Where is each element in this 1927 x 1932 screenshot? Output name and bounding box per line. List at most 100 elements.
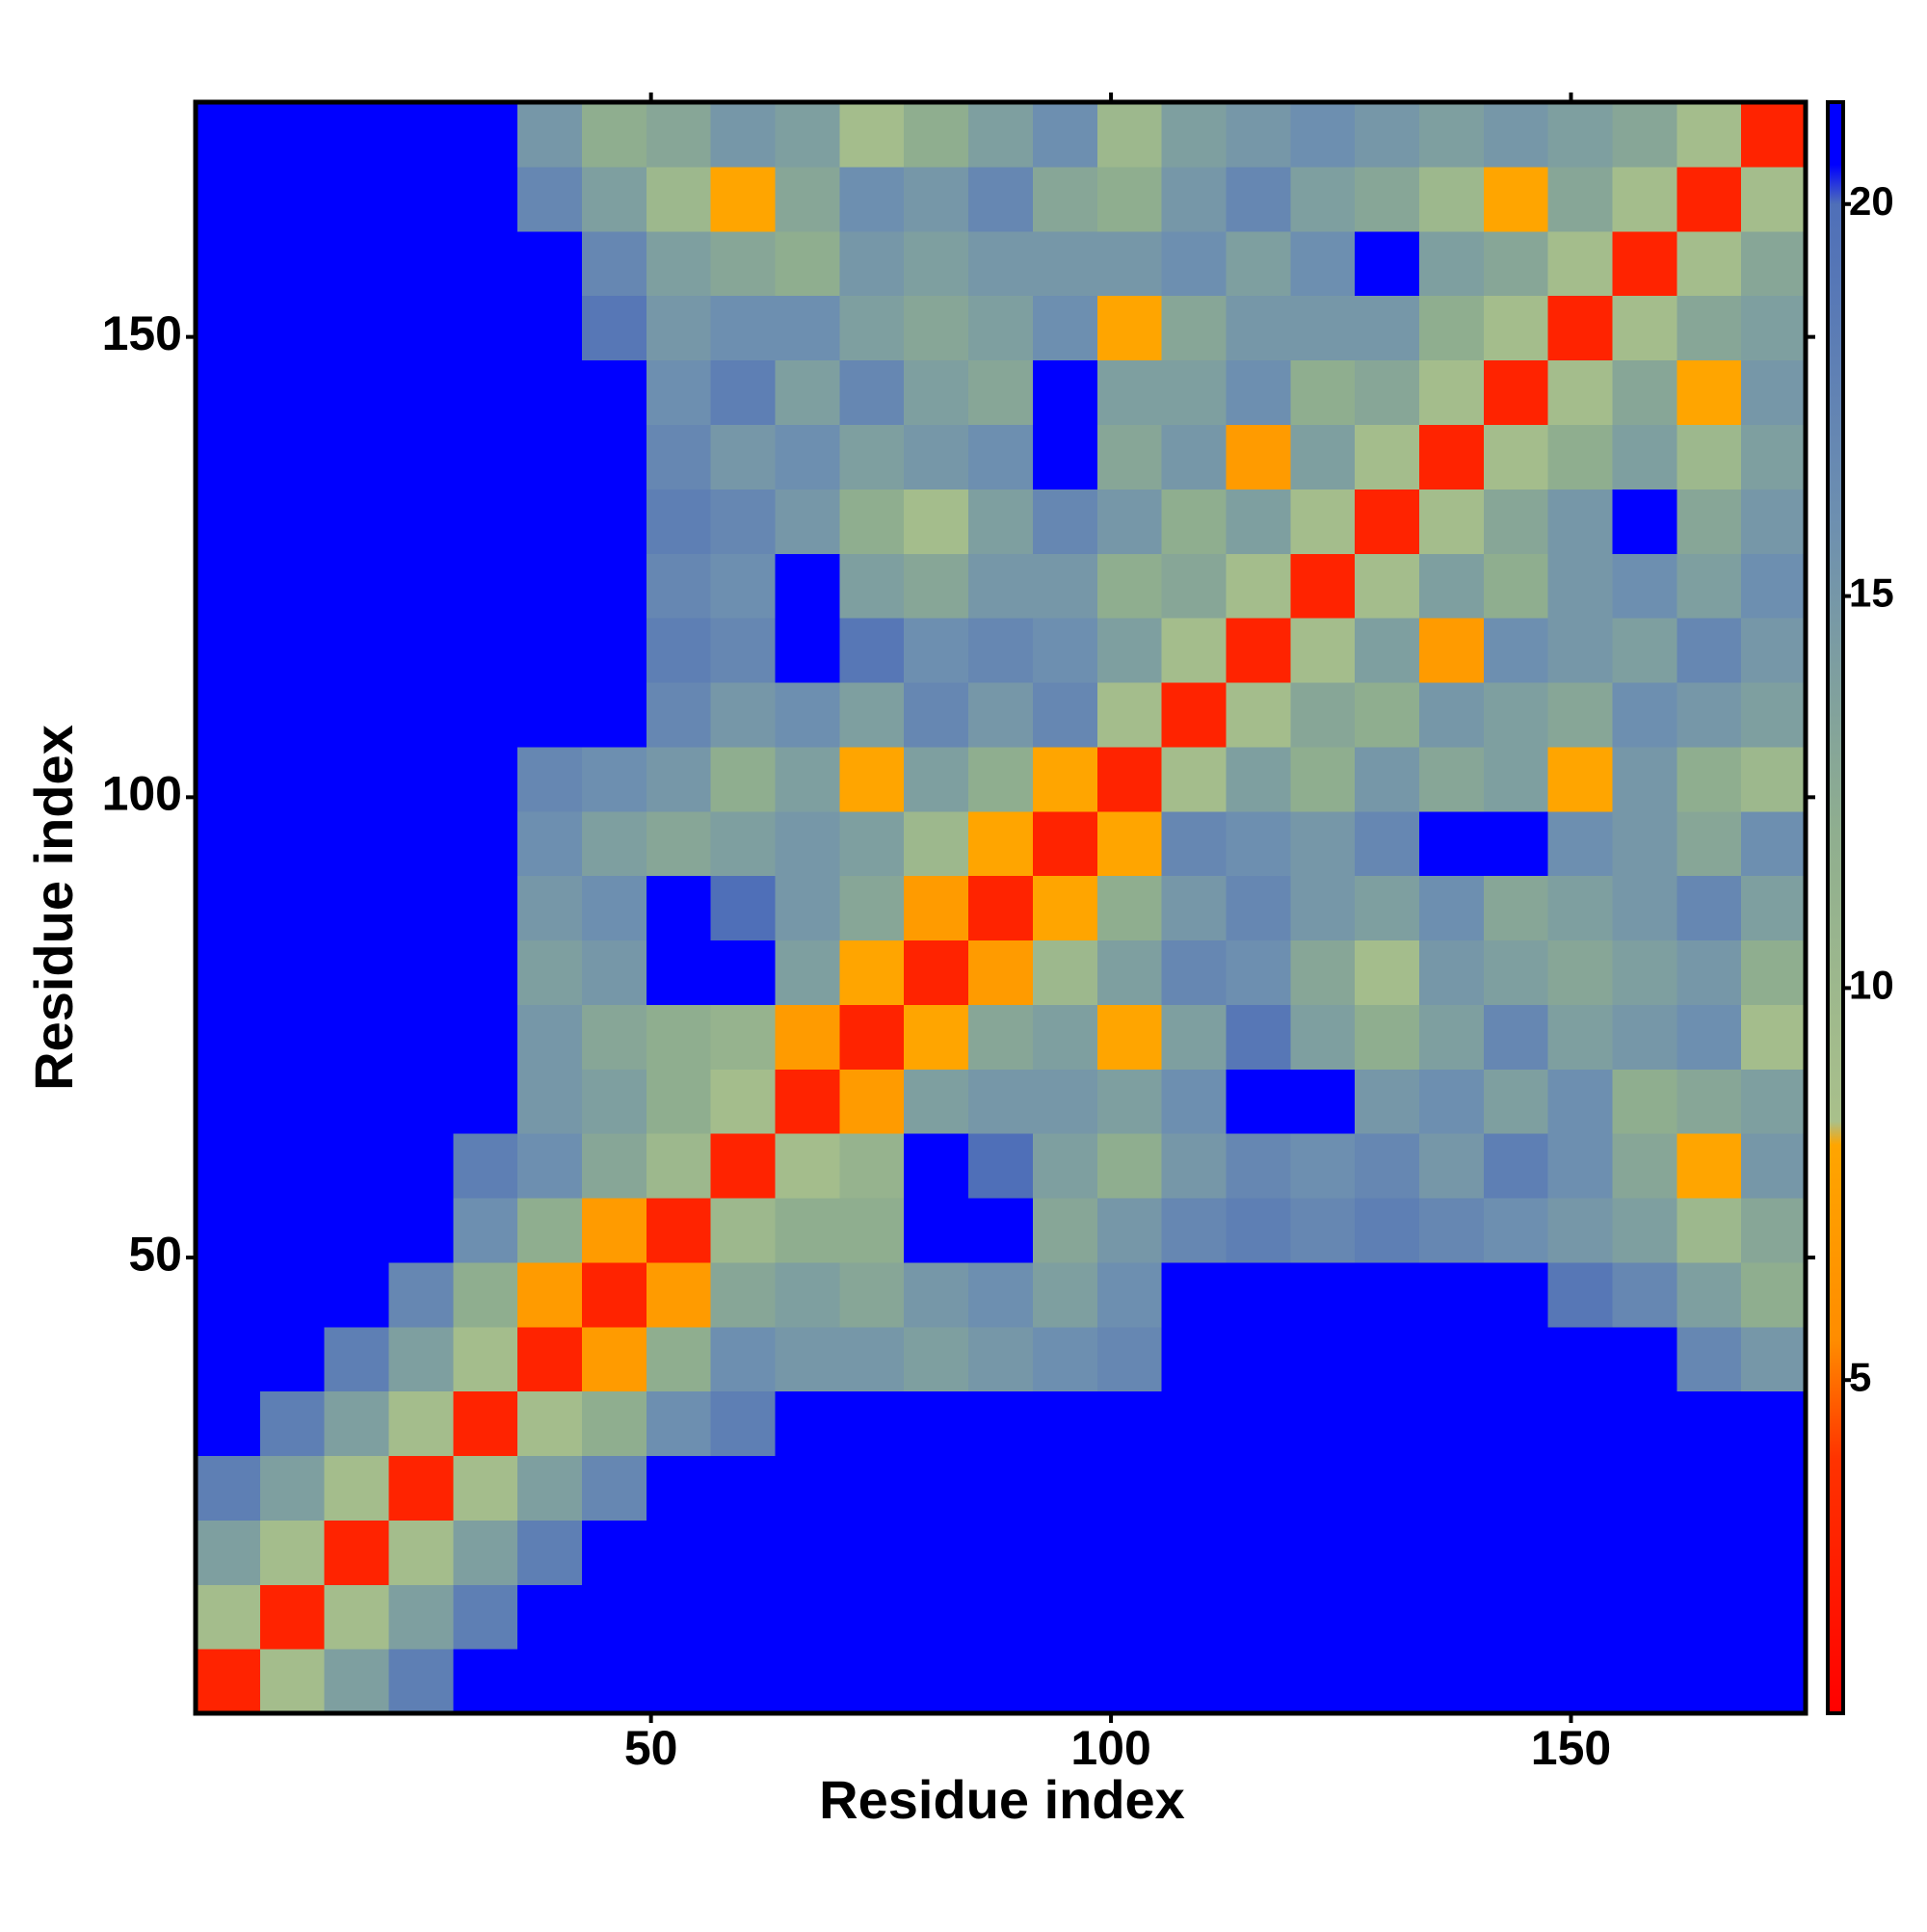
heatmap-cell — [1612, 1069, 1677, 1134]
heatmap-cell — [1290, 1584, 1356, 1650]
heatmap-cell — [1355, 618, 1420, 683]
heatmap-cell — [839, 1455, 905, 1521]
heatmap-cell — [196, 102, 261, 168]
heatmap-cell — [968, 810, 1034, 877]
heatmap-cell — [1355, 746, 1420, 812]
heatmap-cell — [1096, 1133, 1163, 1199]
heatmap-cell — [1032, 1390, 1098, 1457]
heatmap-cell — [1161, 1326, 1227, 1392]
heatmap-cell — [775, 810, 840, 877]
heatmap-cell — [1032, 1004, 1098, 1070]
heatmap-cell — [582, 230, 647, 297]
heatmap-cell — [775, 681, 840, 748]
heatmap-cell — [453, 102, 518, 168]
heatmap-cell — [1355, 1004, 1420, 1070]
heatmap-cell — [196, 1197, 261, 1263]
heatmap-cell — [1096, 424, 1163, 490]
heatmap-cell — [1161, 1261, 1227, 1328]
heatmap-cell — [1161, 553, 1227, 619]
heatmap-cell — [453, 746, 518, 812]
heatmap-cell — [517, 489, 583, 554]
heatmap-cell — [1355, 1069, 1420, 1134]
heatmap-cell — [839, 1584, 905, 1650]
heatmap-cell — [196, 1261, 261, 1328]
heatmap-cell — [1161, 940, 1227, 1005]
heatmap-cell — [196, 1455, 261, 1521]
heatmap-cell — [1418, 295, 1485, 361]
heatmap-cell — [324, 1004, 390, 1070]
heatmap-cell — [1096, 166, 1163, 232]
heatmap-cell — [1612, 875, 1677, 941]
heatmap-cell — [1418, 875, 1485, 941]
heatmap-cell — [710, 1455, 777, 1521]
heatmap-cell — [775, 1390, 840, 1457]
heatmap-cell — [1355, 553, 1420, 619]
heatmap-cell — [710, 1261, 777, 1328]
colorbar-tick-label: 15 — [1849, 570, 1894, 616]
heatmap-cell — [1483, 1133, 1549, 1199]
heatmap-cell — [1547, 810, 1614, 877]
heatmap-cell — [324, 1197, 390, 1263]
heatmap-cell — [839, 875, 905, 941]
heatmap-cell — [259, 553, 326, 619]
heatmap-cell — [324, 618, 390, 683]
heatmap-cell — [517, 618, 583, 683]
heatmap-cell — [1483, 102, 1549, 168]
heatmap-cell — [259, 295, 326, 361]
heatmap-cell — [1483, 1584, 1549, 1650]
heatmap-cell — [517, 1261, 583, 1328]
heatmap-cell — [1741, 1326, 1807, 1392]
heatmap-cell — [324, 489, 390, 554]
heatmap-cell — [1290, 810, 1356, 877]
heatmap-cell — [1096, 230, 1163, 297]
heatmap-cell — [968, 1261, 1034, 1328]
heatmap-cell — [646, 424, 712, 490]
heatmap-cell — [259, 102, 326, 168]
heatmap-cell — [1741, 1197, 1807, 1263]
heatmap-cell — [1161, 230, 1227, 297]
heatmap-cell — [259, 424, 326, 490]
heatmap-cell — [710, 553, 777, 619]
heatmap-cell — [1226, 618, 1291, 683]
heatmap-cell — [904, 102, 969, 168]
heatmap-cell — [1676, 746, 1742, 812]
heatmap-cell — [517, 1069, 583, 1134]
heatmap-cell — [1741, 940, 1807, 1005]
heatmap-cell — [1676, 166, 1742, 232]
heatmap-cell — [1483, 1069, 1549, 1134]
heatmap-cell — [1676, 1649, 1742, 1714]
heatmap-cell — [259, 940, 326, 1005]
heatmap-cell — [582, 875, 647, 941]
heatmap-cell — [324, 553, 390, 619]
heatmap-cell — [388, 875, 454, 941]
heatmap-cell — [710, 810, 777, 877]
heatmap-cell — [775, 1133, 840, 1199]
heatmap-cell — [453, 295, 518, 361]
heatmap-cell — [1418, 1133, 1485, 1199]
heatmap-cell — [259, 1326, 326, 1392]
heatmap-cell — [324, 1649, 390, 1714]
heatmap-cell — [582, 102, 647, 168]
heatmap-cell — [710, 940, 777, 1005]
heatmap-cell — [1226, 1584, 1291, 1650]
heatmap-cell — [1290, 295, 1356, 361]
heatmap-cell — [904, 618, 969, 683]
heatmap-cell — [388, 1069, 454, 1134]
heatmap-cell — [904, 1455, 969, 1521]
heatmap-cell — [1612, 295, 1677, 361]
heatmap-cell — [839, 1069, 905, 1134]
heatmap-cell — [324, 1069, 390, 1134]
heatmap-cell — [839, 1649, 905, 1714]
heatmap-cell — [775, 1584, 840, 1650]
heatmap-cell — [710, 102, 777, 168]
heatmap-cell — [1483, 1649, 1549, 1714]
heatmap-cell — [1741, 359, 1807, 425]
heatmap-cell — [646, 1261, 712, 1328]
heatmap-cell — [324, 359, 390, 425]
heatmap-cell — [968, 553, 1034, 619]
heatmap-cell — [324, 940, 390, 1005]
heatmap-cell — [1355, 681, 1420, 748]
heatmap-cell — [710, 875, 777, 941]
heatmap-cell — [1483, 875, 1549, 941]
heatmap-cell — [1355, 1133, 1420, 1199]
